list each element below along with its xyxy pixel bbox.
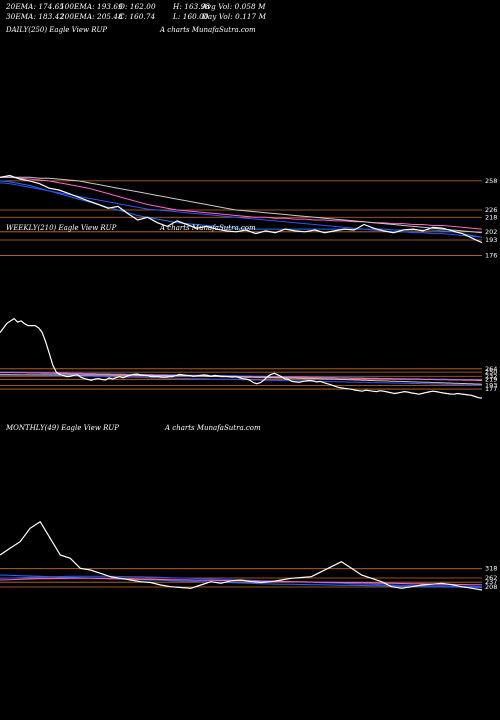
ema100-value: 100EMA: 193.69 <box>60 2 123 11</box>
monthly-panel-title: MONTHLY(49) Eagle View RUP <box>6 424 120 432</box>
open-value: O: 162.00 <box>119 2 156 11</box>
daily-level-label: 226 <box>485 206 497 214</box>
daily-panel-title: DAILY(250) Eagle View RUP <box>6 26 108 34</box>
weekly-panel-title: WEEKLY(210) Eagle View RUP <box>6 224 117 232</box>
monthly-panel-source: A charts MunafaSutra.com <box>165 424 261 432</box>
close-value: C: 160.74 <box>119 12 156 21</box>
high-value: H: 163.98 <box>173 2 211 11</box>
weekly-price-line <box>0 317 483 399</box>
daily-level-label: 176 <box>485 251 497 259</box>
weekly-level-label: 193 <box>485 381 497 389</box>
daily-ema-200-line <box>0 176 483 234</box>
ema30-value: 30EMA: 183.42 <box>6 12 65 21</box>
monthly-ema-long-line <box>0 577 483 586</box>
monthly-level-label: 262 <box>485 574 497 582</box>
daily-level-label: 202 <box>485 228 497 236</box>
day-vol-value: Day Vol: 0.117 M <box>202 12 267 21</box>
weekly-level-label: 177 <box>485 385 497 393</box>
weekly-ema-200-line <box>0 374 483 385</box>
daily-ema-long-line <box>0 176 483 230</box>
weekly-level-label: 219 <box>485 375 497 383</box>
daily-level-label: 193 <box>485 236 497 244</box>
weekly-ema-mid-line <box>0 373 482 386</box>
monthly-level-label: 208 <box>485 583 497 591</box>
low-value: L: 160.00 <box>173 12 209 21</box>
daily-panel-source: A charts MunafaSutra.com <box>160 26 256 34</box>
weekly-level-label: 250 <box>485 368 497 376</box>
daily-level-label: 218 <box>485 213 497 221</box>
monthly-level-label: 237 <box>485 578 497 586</box>
weekly-panel-source: A charts MunafaSutra.com <box>160 224 256 232</box>
ema200-value: 200EMA: 205.48 <box>60 12 123 21</box>
daily-price-line <box>0 174 483 244</box>
daily-ema-mid-line <box>0 182 483 238</box>
daily-level-label: 258 <box>485 177 497 185</box>
avg-vol-value: Avg Vol: 0.058 M <box>202 2 266 11</box>
monthly-ema-short-line <box>0 574 483 588</box>
weekly-level-label: 232 <box>485 372 497 380</box>
weekly-level-label: 264 <box>485 365 497 373</box>
monthly-price-line <box>0 520 483 591</box>
ema20-value: 20EMA: 174.65 <box>6 2 65 11</box>
monthly-level-label: 318 <box>485 565 497 573</box>
